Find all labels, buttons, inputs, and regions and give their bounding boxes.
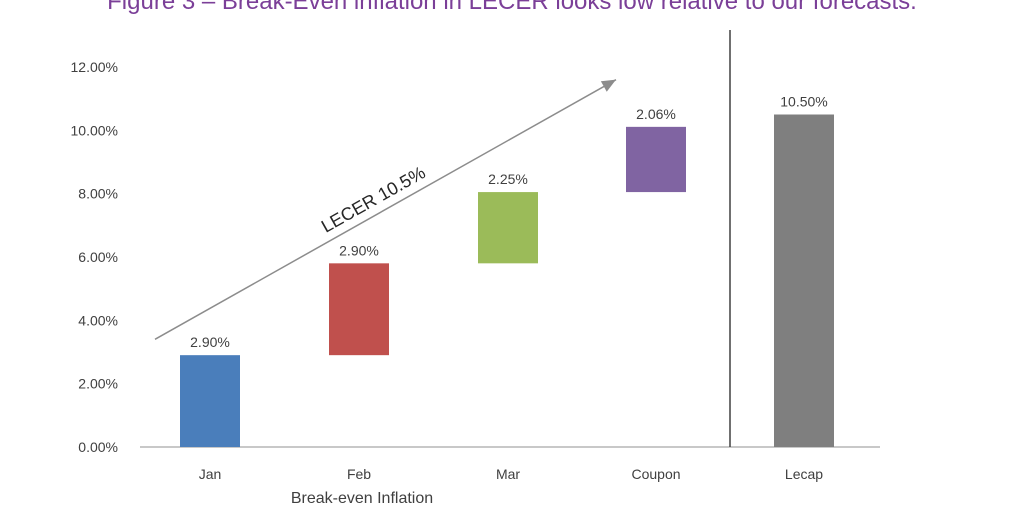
data-label-coupon: 2.06% — [636, 106, 676, 122]
data-label-lecap: 10.50% — [780, 94, 827, 110]
x-tick-label: Lecap — [785, 466, 823, 482]
y-tick-label: 12.00% — [71, 59, 118, 75]
y-tick-label: 4.00% — [78, 312, 118, 328]
bar-mar — [478, 192, 538, 264]
annotation-label: LECER 10.5% — [318, 162, 429, 236]
bar-feb — [329, 263, 389, 356]
figure-title: Figure 3 – Break-Even inflation in LECER… — [107, 0, 917, 15]
y-tick-label: 6.00% — [78, 249, 118, 265]
data-label-feb: 2.90% — [339, 242, 379, 258]
x-axis: Jan Feb Mar Coupon Lecap — [140, 30, 880, 482]
data-labels: 2.90% 2.90% 2.25% 2.06% 10.50% — [190, 94, 828, 351]
y-axis: 0.00% 2.00% 4.00% 6.00% 8.00% 10.00% 12.00% — [71, 59, 118, 455]
y-tick-label: 10.00% — [71, 122, 118, 138]
x-tick-label: Mar — [496, 466, 520, 482]
bar-lecap — [774, 114, 834, 447]
annotation-arrow-head — [600, 79, 616, 92]
x-tick-label: Coupon — [631, 466, 680, 482]
x-axis-title: Break-even Inflation — [291, 490, 433, 507]
data-label-mar: 2.25% — [488, 171, 528, 187]
x-tick-label: Jan — [199, 466, 222, 482]
bars — [180, 114, 834, 447]
x-tick-label: Feb — [347, 466, 371, 482]
y-tick-label: 0.00% — [78, 439, 118, 455]
bar-coupon — [626, 126, 686, 193]
bar-jan — [180, 355, 240, 447]
annotation-arrow-line — [154, 79, 617, 340]
y-tick-label: 8.00% — [78, 186, 118, 202]
y-tick-label: 2.00% — [78, 376, 118, 392]
data-label-jan: 2.90% — [190, 334, 230, 350]
